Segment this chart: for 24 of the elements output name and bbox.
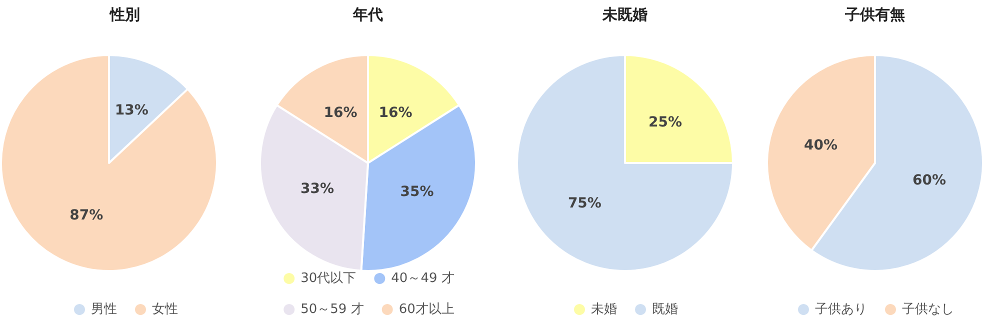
data-label: 13% — [114, 102, 148, 119]
chart-title: 未既婚 — [602, 6, 648, 24]
data-label: 16% — [324, 105, 358, 122]
legend-label: 未婚 — [591, 302, 617, 317]
legend-label: 30代以下 — [300, 271, 356, 286]
legend-label: 60才以上 — [398, 302, 454, 317]
data-label: 35% — [400, 184, 434, 200]
data-label: 75% — [568, 195, 602, 212]
data-label: 16% — [378, 105, 412, 122]
legend-label: 男性 — [91, 302, 117, 317]
data-label: 25% — [648, 114, 682, 131]
legend-label: 子供なし — [902, 302, 954, 317]
legend-label: 女性 — [152, 302, 178, 317]
data-label: 60% — [912, 172, 946, 189]
chart-title: 性別 — [109, 6, 140, 24]
legend-label: 50～59 才 — [300, 302, 364, 317]
legend-label: 子供あり — [815, 302, 867, 317]
legend-label: 40～49 才 — [391, 271, 454, 286]
chart-title: 子供有無 — [844, 6, 905, 24]
legend-label: 既婚 — [652, 302, 678, 317]
data-label: 87% — [70, 207, 104, 224]
chart-title: 年代 — [352, 6, 383, 24]
data-label: 33% — [300, 180, 334, 197]
data-label: 40% — [804, 137, 838, 154]
